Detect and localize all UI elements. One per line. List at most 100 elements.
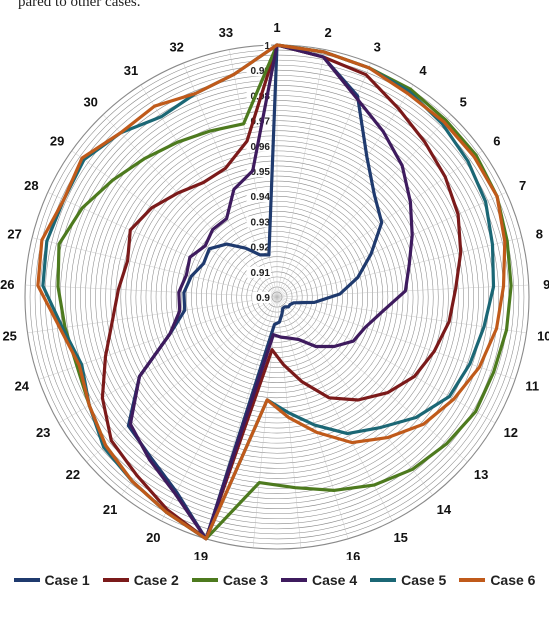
radial-tick-label: 0.95: [251, 167, 271, 178]
legend-item: Case 5: [370, 572, 446, 588]
radial-tick-label: 0.94: [251, 192, 271, 203]
category-label: 11: [525, 378, 539, 393]
tick-label-bg: [246, 266, 271, 278]
category-label: 14: [437, 502, 452, 517]
legend-item: Case 3: [191, 572, 268, 588]
radar-chart: 0.90.910.920.930.940.950.960.970.980.991…: [0, 20, 549, 560]
tick-label-bg: [246, 216, 271, 228]
spoke: [102, 114, 278, 298]
category-label: 21: [103, 502, 117, 517]
legend-item: Case 4: [281, 572, 357, 588]
spoke: [276, 296, 302, 548]
radar-series: [36, 43, 513, 541]
category-labels: 1234567891011121314151617181920212223242…: [0, 20, 549, 560]
tick-label-bg: [246, 115, 271, 127]
tick-label-bg: [246, 90, 271, 102]
radial-tick-label: 1: [264, 41, 270, 52]
spoke: [276, 49, 325, 298]
category-label: 24: [15, 378, 30, 393]
legend-swatch: [459, 578, 486, 582]
category-label: 2: [324, 25, 331, 40]
tick-label-bg: [263, 40, 271, 51]
spoke: [276, 237, 522, 298]
spoke: [276, 284, 529, 298]
category-label: 23: [36, 425, 50, 440]
category-label: 1: [273, 20, 280, 35]
spoke: [276, 114, 452, 298]
category-label: 20: [146, 530, 160, 545]
legend-swatch: [281, 578, 307, 582]
category-label: 31: [124, 63, 138, 78]
series-line-case-4: [128, 43, 414, 541]
legend-label: Case 1: [44, 572, 90, 588]
spoke: [276, 296, 516, 380]
legend-label: Case 4: [312, 572, 358, 588]
category-label: 6: [493, 133, 500, 148]
category-label: 12: [504, 425, 518, 440]
category-label: 4: [419, 63, 427, 78]
category-label: 25: [2, 328, 16, 343]
category-label: 13: [474, 467, 488, 482]
legend-swatch: [191, 578, 218, 582]
category-label: 30: [83, 95, 97, 110]
legend-label: Case 5: [401, 572, 447, 588]
category-label: 29: [50, 133, 64, 148]
legend-swatch: [13, 578, 40, 582]
spoke: [121, 296, 278, 496]
radial-tick-label: 0.99: [251, 66, 271, 77]
spoke: [276, 296, 468, 463]
legend-swatch: [370, 578, 397, 582]
category-label: 8: [536, 226, 543, 241]
category-label: 27: [7, 226, 21, 241]
category-label: 19: [194, 549, 208, 560]
legend-label: Case 6: [490, 572, 536, 588]
category-label: 26: [0, 277, 14, 292]
spoke: [276, 192, 507, 298]
spoke: [276, 62, 371, 298]
top-caption: pared to other cases.: [18, 0, 141, 10]
category-label: 3: [374, 39, 381, 54]
legend: Case 1 Case 2 Case 3 Case 4 Case 5 Case 6: [0, 566, 549, 594]
spoke: [140, 84, 278, 298]
radial-tick-label: 0.92: [251, 243, 271, 254]
legend-label: Case 3: [222, 572, 268, 588]
category-label: 28: [24, 178, 38, 193]
radial-tick-label: 0.96: [251, 142, 271, 153]
category-label: 15: [393, 530, 407, 545]
category-label: 33: [219, 25, 233, 40]
spoke: [276, 296, 433, 496]
category-label: 17: [295, 559, 309, 560]
legend-item: Case 1: [13, 572, 90, 588]
radial-tick-label: 0.91: [251, 268, 271, 279]
category-label: 32: [169, 39, 183, 54]
spoke: [25, 284, 278, 298]
spoke: [161, 296, 278, 522]
radial-tick-label: 0.9: [256, 293, 270, 304]
category-label: 22: [66, 467, 80, 482]
spoke: [32, 237, 278, 298]
radial-tick-label: 0.93: [251, 217, 271, 228]
series-line-case-2: [100, 43, 463, 541]
legend-item: Case 6: [459, 572, 535, 588]
series-line-case-6: [36, 43, 507, 541]
spoke: [58, 296, 278, 424]
category-label: 5: [460, 95, 467, 110]
spoke: [276, 84, 414, 298]
tick-label-bg: [252, 292, 271, 303]
tick-label-bg: [246, 241, 271, 253]
category-label: 9: [543, 277, 549, 292]
legend-swatch: [102, 578, 129, 582]
spoke: [71, 150, 278, 298]
legend-label: Case 2: [133, 572, 179, 588]
category-label: 18: [244, 559, 258, 560]
legend-item: Case 2: [102, 572, 179, 588]
series-line-case-1: [126, 43, 384, 541]
spoke: [27, 296, 278, 334]
category-label: 10: [537, 328, 549, 343]
tick-label-bg: [246, 191, 271, 203]
spoke: [183, 62, 278, 298]
tick-label-bg: [246, 166, 271, 177]
spoke: [47, 192, 278, 298]
category-label: 16: [346, 549, 360, 560]
spoke: [276, 296, 496, 424]
